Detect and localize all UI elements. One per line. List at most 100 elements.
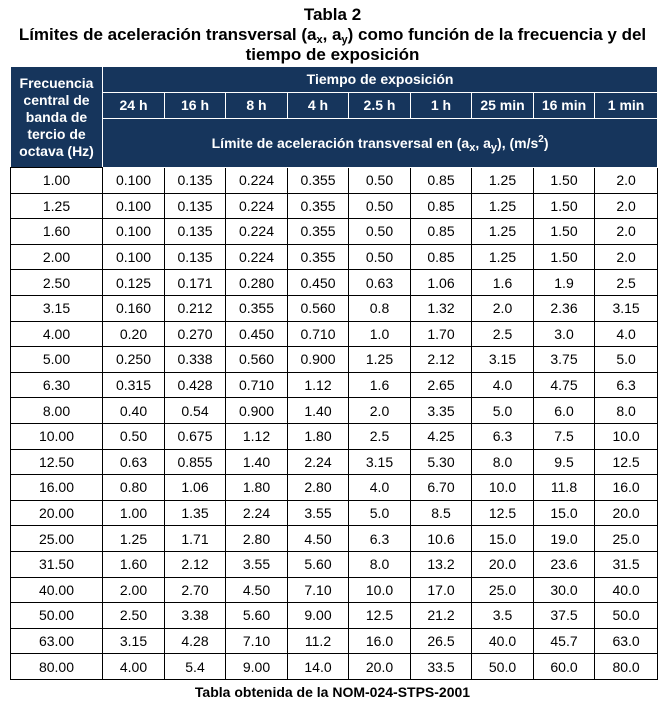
frequency-cell: 10.00 <box>10 422 103 450</box>
limit-value-cell: 1.25 <box>102 525 165 552</box>
limit-value-cell: 2.0 <box>593 218 659 245</box>
frequency-cell: 4.00 <box>10 320 103 348</box>
limit-value-cell: 25.0 <box>471 576 534 604</box>
limit-value-cell: 0.50 <box>348 192 411 220</box>
limit-value-cell: 2.70 <box>164 576 226 604</box>
limit-value-cell: 0.355 <box>287 167 349 194</box>
limit-text: ), (m/s <box>497 134 539 151</box>
table-row: 10.00 0.50 0.675 1.12 1.80 2.5 4.25 6.3 7.5 10.0 <box>10 422 659 450</box>
limit-text: ) <box>543 134 549 151</box>
frequency-cell: 80.00 <box>10 653 103 680</box>
limit-value-cell: 0.100 <box>102 243 165 271</box>
table-row: 1.00 0.100 0.135 0.224 0.355 0.50 0.85 1.25 1.50… <box>10 167 659 194</box>
frequency-cell: 3.15 <box>10 294 103 322</box>
limit-value-cell: 4.0 <box>348 474 411 501</box>
limit-value-cell: 1.35 <box>164 499 226 527</box>
table-row: 1.60 0.100 0.135 0.224 0.355 0.50 0.85 1.25 1.50… <box>10 218 659 245</box>
limit-value-cell: 1.80 <box>225 474 288 501</box>
limit-value-cell: 0.338 <box>164 346 226 373</box>
limit-value-cell: 2.24 <box>287 448 349 476</box>
limit-value-cell: 6.3 <box>471 422 534 450</box>
limit-value-cell: 1.25 <box>471 243 534 271</box>
limit-value-cell: 2.5 <box>471 320 534 348</box>
frequency-cell: 6.30 <box>10 371 103 399</box>
limit-value-cell: 0.100 <box>102 192 165 220</box>
limit-value-cell: 3.38 <box>164 602 226 629</box>
frequency-cell: 16.00 <box>10 474 103 501</box>
limit-value-cell: 1.06 <box>410 269 472 296</box>
frequency-cell: 25.00 <box>10 525 103 552</box>
table-title: Tabla 2 <box>303 5 362 24</box>
limit-value-cell: 5.0 <box>471 397 534 424</box>
limit-value-cell: 10.0 <box>593 422 659 450</box>
limit-value-cell: 11.8 <box>533 474 595 501</box>
time-header-cell: 16 min <box>533 92 595 119</box>
limit-value-cell: 0.250 <box>102 346 165 373</box>
time-header-cell: 25 min <box>471 92 534 119</box>
limit-value-cell: 12.5 <box>348 602 411 629</box>
limit-value-cell: 2.36 <box>533 294 595 322</box>
limit-value-cell: 60.0 <box>533 653 595 680</box>
limit-value-cell: 5.60 <box>287 550 349 578</box>
limit-header: Límite de aceleración transversal en (ax… <box>101 118 659 168</box>
limit-value-cell: 31.5 <box>593 550 659 578</box>
limit-value-cell: 2.0 <box>593 167 659 194</box>
limit-value-cell: 0.224 <box>225 218 288 245</box>
limit-value-cell: 1.00 <box>102 499 165 527</box>
limit-value-cell: 0.80 <box>102 474 165 501</box>
limit-value-cell: 45.7 <box>533 627 595 655</box>
limit-value-cell: 0.855 <box>164 448 226 476</box>
limit-value-cell: 0.85 <box>410 243 472 271</box>
limit-value-cell: 0.125 <box>102 269 165 296</box>
limit-value-cell: 20.0 <box>348 653 411 680</box>
limit-value-cell: 14.0 <box>287 653 349 680</box>
limit-text: , a <box>475 134 491 151</box>
limit-value-cell: 1.50 <box>533 192 595 220</box>
limit-value-cell: 1.80 <box>287 422 349 450</box>
frequency-header: Frecuencia central de banda de tercio de… <box>10 66 103 168</box>
limit-value-cell: 21.2 <box>410 602 472 629</box>
limit-value-cell: 1.25 <box>348 346 411 373</box>
table-body: 1.00 0.100 0.135 0.224 0.355 0.50 0.85 1.25 1.50… <box>10 167 659 680</box>
table-row: 5.00 0.250 0.338 0.560 0.900 1.25 2.12 3.15 3.75… <box>10 346 659 373</box>
limit-value-cell: 0.50 <box>348 218 411 245</box>
limit-value-cell: 0.100 <box>102 167 165 194</box>
limit-value-cell: 2.0 <box>593 192 659 220</box>
table-row: 12.50 0.63 0.855 1.40 2.24 3.15 5.30 8.0 9.5 12.5 <box>10 448 659 476</box>
limit-value-cell: 0.224 <box>225 192 288 220</box>
table-row: 2.00 0.100 0.135 0.224 0.355 0.50 0.85 1.25 1.50… <box>10 243 659 271</box>
limit-value-cell: 4.75 <box>533 371 595 399</box>
limit-value-cell: 0.355 <box>225 294 288 322</box>
table-row: 2.50 0.125 0.171 0.280 0.450 0.63 1.06 1.6 1.9 2.… <box>10 269 659 296</box>
limit-value-cell: 5.30 <box>410 448 472 476</box>
limit-value-cell: 0.63 <box>348 269 411 296</box>
limit-value-cell: 3.35 <box>410 397 472 424</box>
subtitle-text: , a <box>322 25 342 44</box>
limit-value-cell: 3.0 <box>533 320 595 348</box>
limit-value-cell: 3.15 <box>593 294 659 322</box>
limit-value-cell: 1.32 <box>410 294 472 322</box>
table-row: 16.00 0.80 1.06 1.80 2.80 4.0 6.70 10.0 11.8 16.0 <box>10 474 659 501</box>
limit-value-cell: 8.0 <box>348 550 411 578</box>
limit-value-cell: 8.0 <box>593 397 659 424</box>
limit-value-cell: 6.3 <box>348 525 411 552</box>
limit-value-cell: 9.5 <box>533 448 595 476</box>
limit-value-cell: 15.0 <box>471 525 534 552</box>
limit-value-cell: 0.212 <box>164 294 226 322</box>
time-header-cell: 1 min <box>593 92 659 119</box>
time-header-cell: 2.5 h <box>348 92 411 119</box>
limit-value-cell: 50.0 <box>593 602 659 629</box>
limit-value-cell: 0.710 <box>225 371 288 399</box>
limit-value-cell: 1.40 <box>287 397 349 424</box>
limit-value-cell: 3.15 <box>471 346 534 373</box>
limit-value-cell: 13.2 <box>410 550 472 578</box>
limit-value-cell: 1.25 <box>471 192 534 220</box>
limit-value-cell: 8.5 <box>410 499 472 527</box>
limit-value-cell: 0.900 <box>287 346 349 373</box>
limit-value-cell: 3.5 <box>471 602 534 629</box>
limit-value-cell: 0.135 <box>164 167 226 194</box>
limit-value-cell: 16.0 <box>348 627 411 655</box>
limit-value-cell: 0.900 <box>225 397 288 424</box>
limit-value-cell: 0.270 <box>164 320 226 348</box>
